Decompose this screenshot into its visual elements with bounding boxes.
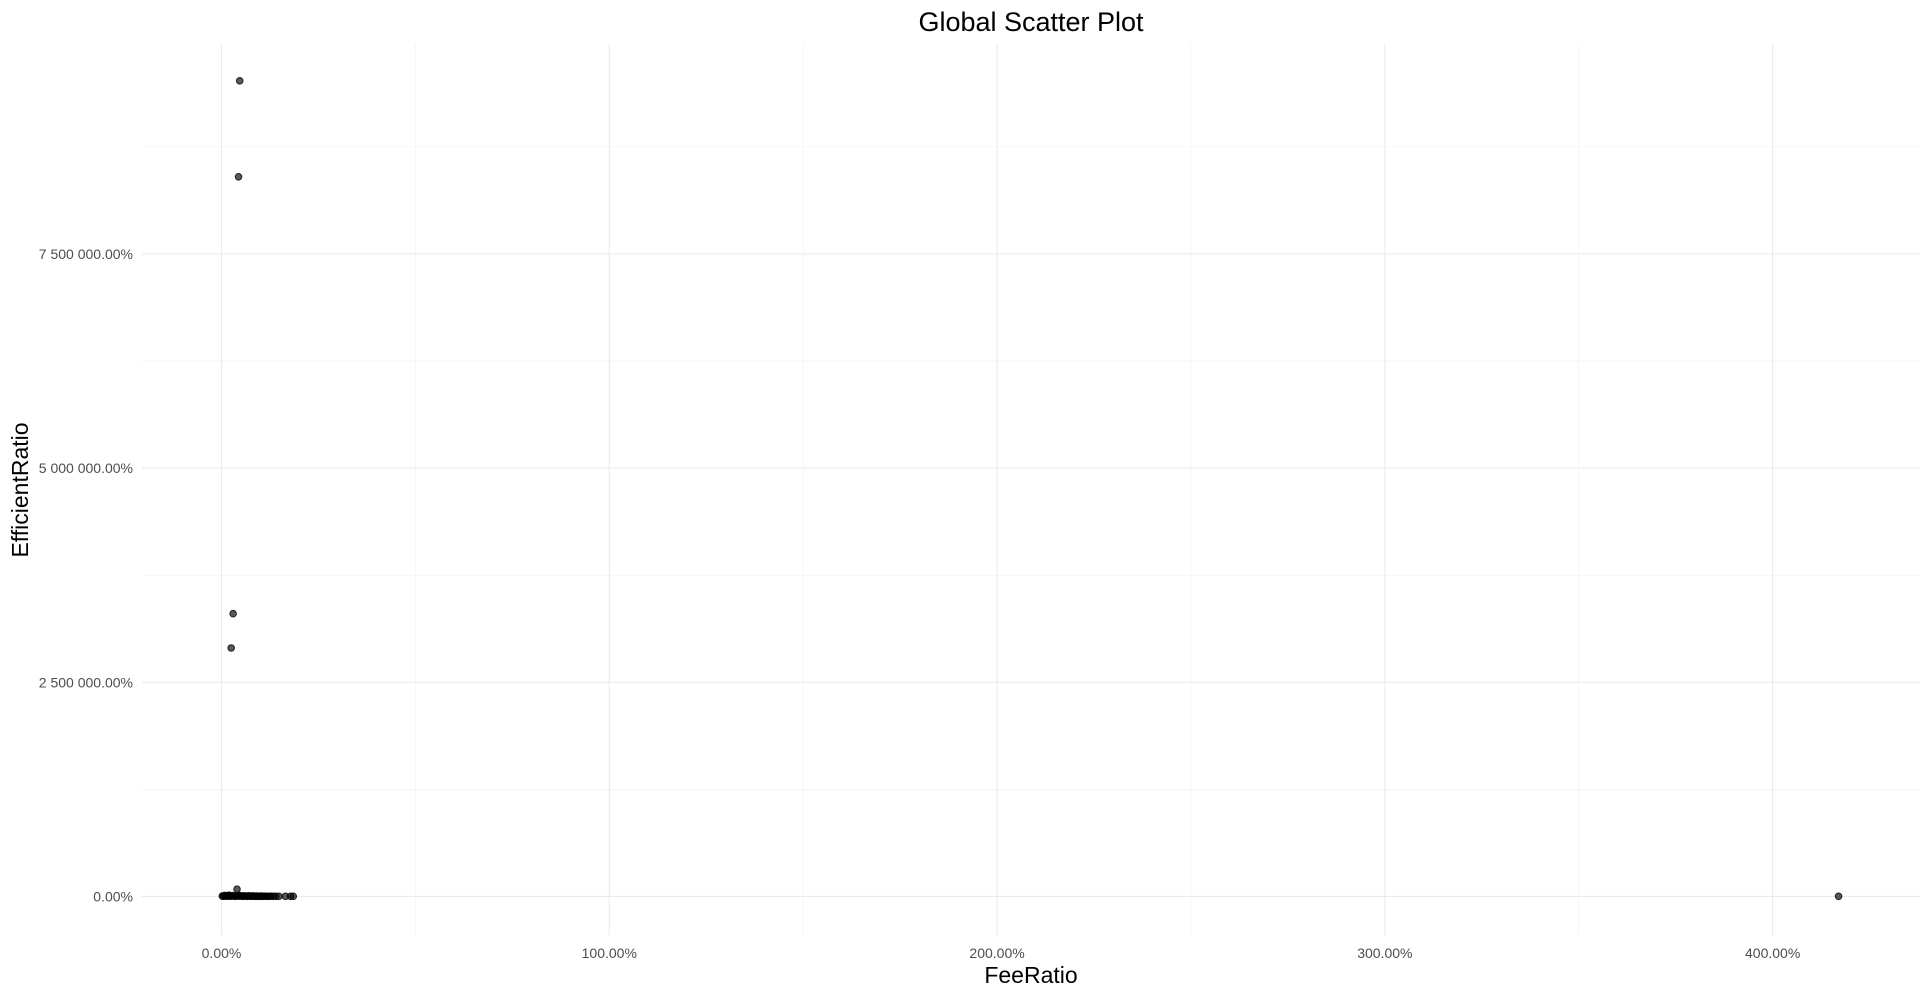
- scatter-point: [227, 644, 235, 652]
- scatter-point: [275, 892, 283, 901]
- x-axis-title: FeeRatio: [984, 962, 1077, 988]
- x-tick-label: 100.00%: [582, 945, 637, 961]
- y-tick-label: 5 000 000.00%: [39, 460, 133, 476]
- x-tick-label: 300.00%: [1357, 945, 1412, 961]
- y-tick-label: 0.00%: [93, 888, 133, 904]
- scatter-point: [235, 77, 244, 85]
- x-tick-label: 200.00%: [969, 945, 1024, 961]
- scatter-point: [234, 172, 243, 181]
- data-points: [218, 77, 1843, 901]
- y-axis-title: EfficientRatio: [7, 422, 33, 557]
- chart-title: Global Scatter Plot: [918, 7, 1144, 37]
- scatter-point: [233, 885, 241, 893]
- x-tick-label: 400.00%: [1745, 945, 1800, 961]
- scatter-point: [289, 892, 298, 901]
- scatter-point: [229, 609, 237, 618]
- x-tick-label: 0.00%: [202, 945, 242, 961]
- y-axis-tick-labels: 0.00% 2 500 000.00% 5 000 000.00% 7 500 000…: [39, 246, 133, 905]
- grid-lines: [142, 44, 1920, 935]
- y-tick-label: 7 500 000.00%: [39, 246, 133, 262]
- y-tick-label: 2 500 000.00%: [39, 674, 133, 690]
- x-axis-tick-labels: 0.00% 100.00% 200.00% 300.00% 400.00%: [202, 945, 1801, 961]
- scatter-point: [1834, 892, 1843, 901]
